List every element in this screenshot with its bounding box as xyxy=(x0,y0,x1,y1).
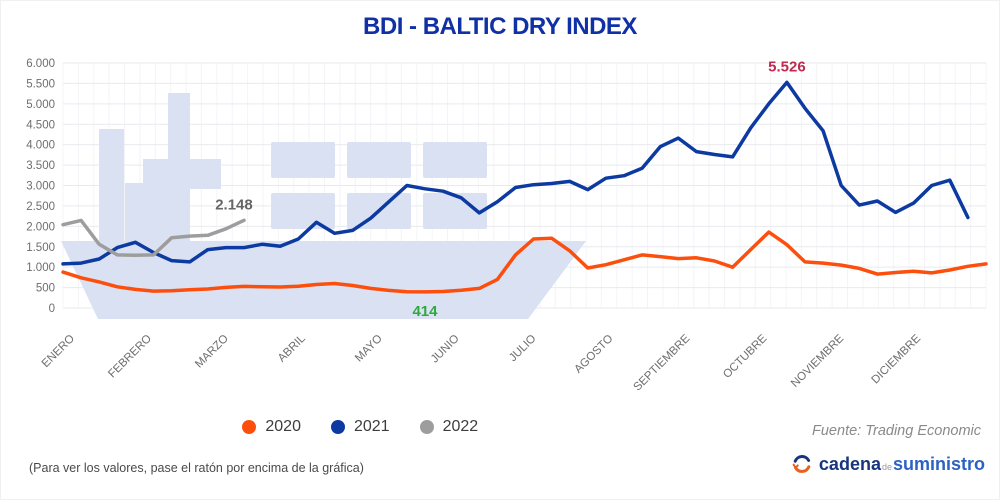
x-axis-label: ABRIL xyxy=(276,332,308,364)
x-axis-label: JULIO xyxy=(507,333,539,365)
x-axis-label: DICIEMBRE xyxy=(870,332,924,386)
ship-container-block xyxy=(271,142,335,178)
ship-container-block xyxy=(423,193,487,229)
x-axis-label: JUNIO xyxy=(429,333,462,366)
y-axis-label: 1.500 xyxy=(26,242,55,254)
x-axis-label: AGOSTO xyxy=(572,333,615,376)
legend-item-2022[interactable]: 2022 xyxy=(419,418,479,436)
y-axis-label: 2.500 xyxy=(26,201,55,213)
legend-swatch-2021 xyxy=(330,420,345,434)
y-axis-label: 0 xyxy=(49,303,55,315)
y-axis-label: 4.000 xyxy=(26,140,55,152)
legend-label-2021: 2021 xyxy=(353,418,390,435)
logo-word-de: de xyxy=(881,461,892,472)
series-2021-line[interactable] xyxy=(61,80,970,266)
ship-superstructure-block xyxy=(143,159,168,241)
series-2020-line[interactable] xyxy=(61,230,988,294)
bdi-line-chart[interactable]: 6.000 5.500 5.000 4.500 4.000 3.500 3.000 2.500… xyxy=(1,51,1000,416)
legend-label-2022: 2022 xyxy=(442,418,479,435)
legend-item-2021[interactable]: 2021 xyxy=(330,418,390,436)
annotation-5.526: 5.526 xyxy=(768,58,806,75)
ship-superstructure-block xyxy=(99,129,124,241)
y-axis-label: 3.500 xyxy=(26,160,55,172)
ship-container-block xyxy=(271,193,335,229)
legend-item-2020[interactable]: 2020 xyxy=(242,418,301,436)
circular-arrows-icon xyxy=(792,455,811,473)
y-axis-label: 3.000 xyxy=(26,181,55,193)
logo-wordmark: cadenadesuministro xyxy=(819,454,985,475)
y-axis-label: 2.000 xyxy=(26,221,55,233)
chart-legend: 2020 2021 2022 xyxy=(1,418,720,436)
y-axis-label: 6.000 xyxy=(26,58,55,70)
source-note: Fuente: Trading Economic xyxy=(812,423,981,439)
legend-swatch-2020 xyxy=(242,420,257,434)
ship-superstructure-block xyxy=(125,183,143,241)
annotation-2.148: 2.148 xyxy=(215,196,253,213)
logo-word-suministro: suministro xyxy=(892,453,985,474)
series-2022-line[interactable] xyxy=(61,218,246,258)
annotation-414: 414 xyxy=(412,303,438,320)
x-axis-label: NOVIEMBRE xyxy=(789,332,847,390)
x-axis-label: FEBRERO xyxy=(106,333,154,381)
logo-word-cadena: cadena xyxy=(818,453,881,474)
x-axis-label: OCTUBRE xyxy=(721,332,769,380)
y-axis-label: 4.500 xyxy=(26,119,55,131)
x-axis-label: ENERO xyxy=(40,333,77,370)
hover-hint-text: (Para ver los valores, pase el ratón por… xyxy=(29,461,364,475)
legend-swatch-2022 xyxy=(419,420,434,434)
cadena-suministro-logo[interactable]: cadenadesuministro xyxy=(791,453,985,475)
legend-label-2020: 2020 xyxy=(265,418,301,435)
ship-container-block xyxy=(423,142,487,178)
x-axis-label: SEPTIEMBRE xyxy=(632,332,693,393)
x-axis-label: MARZO xyxy=(193,333,231,371)
ship-hull xyxy=(61,241,586,319)
y-axis-label: 5.000 xyxy=(26,99,55,111)
ship-superstructure-block xyxy=(190,159,221,189)
y-axis-label: 1.000 xyxy=(26,262,55,274)
y-axis-label: 5.500 xyxy=(26,78,55,90)
ship-superstructure-block xyxy=(168,93,190,241)
y-axis-label: 500 xyxy=(36,283,55,295)
x-axis-label: MAYO xyxy=(353,333,385,365)
ship-container-block xyxy=(347,142,411,178)
page-title: BDI - BALTIC DRY INDEX xyxy=(363,13,637,40)
